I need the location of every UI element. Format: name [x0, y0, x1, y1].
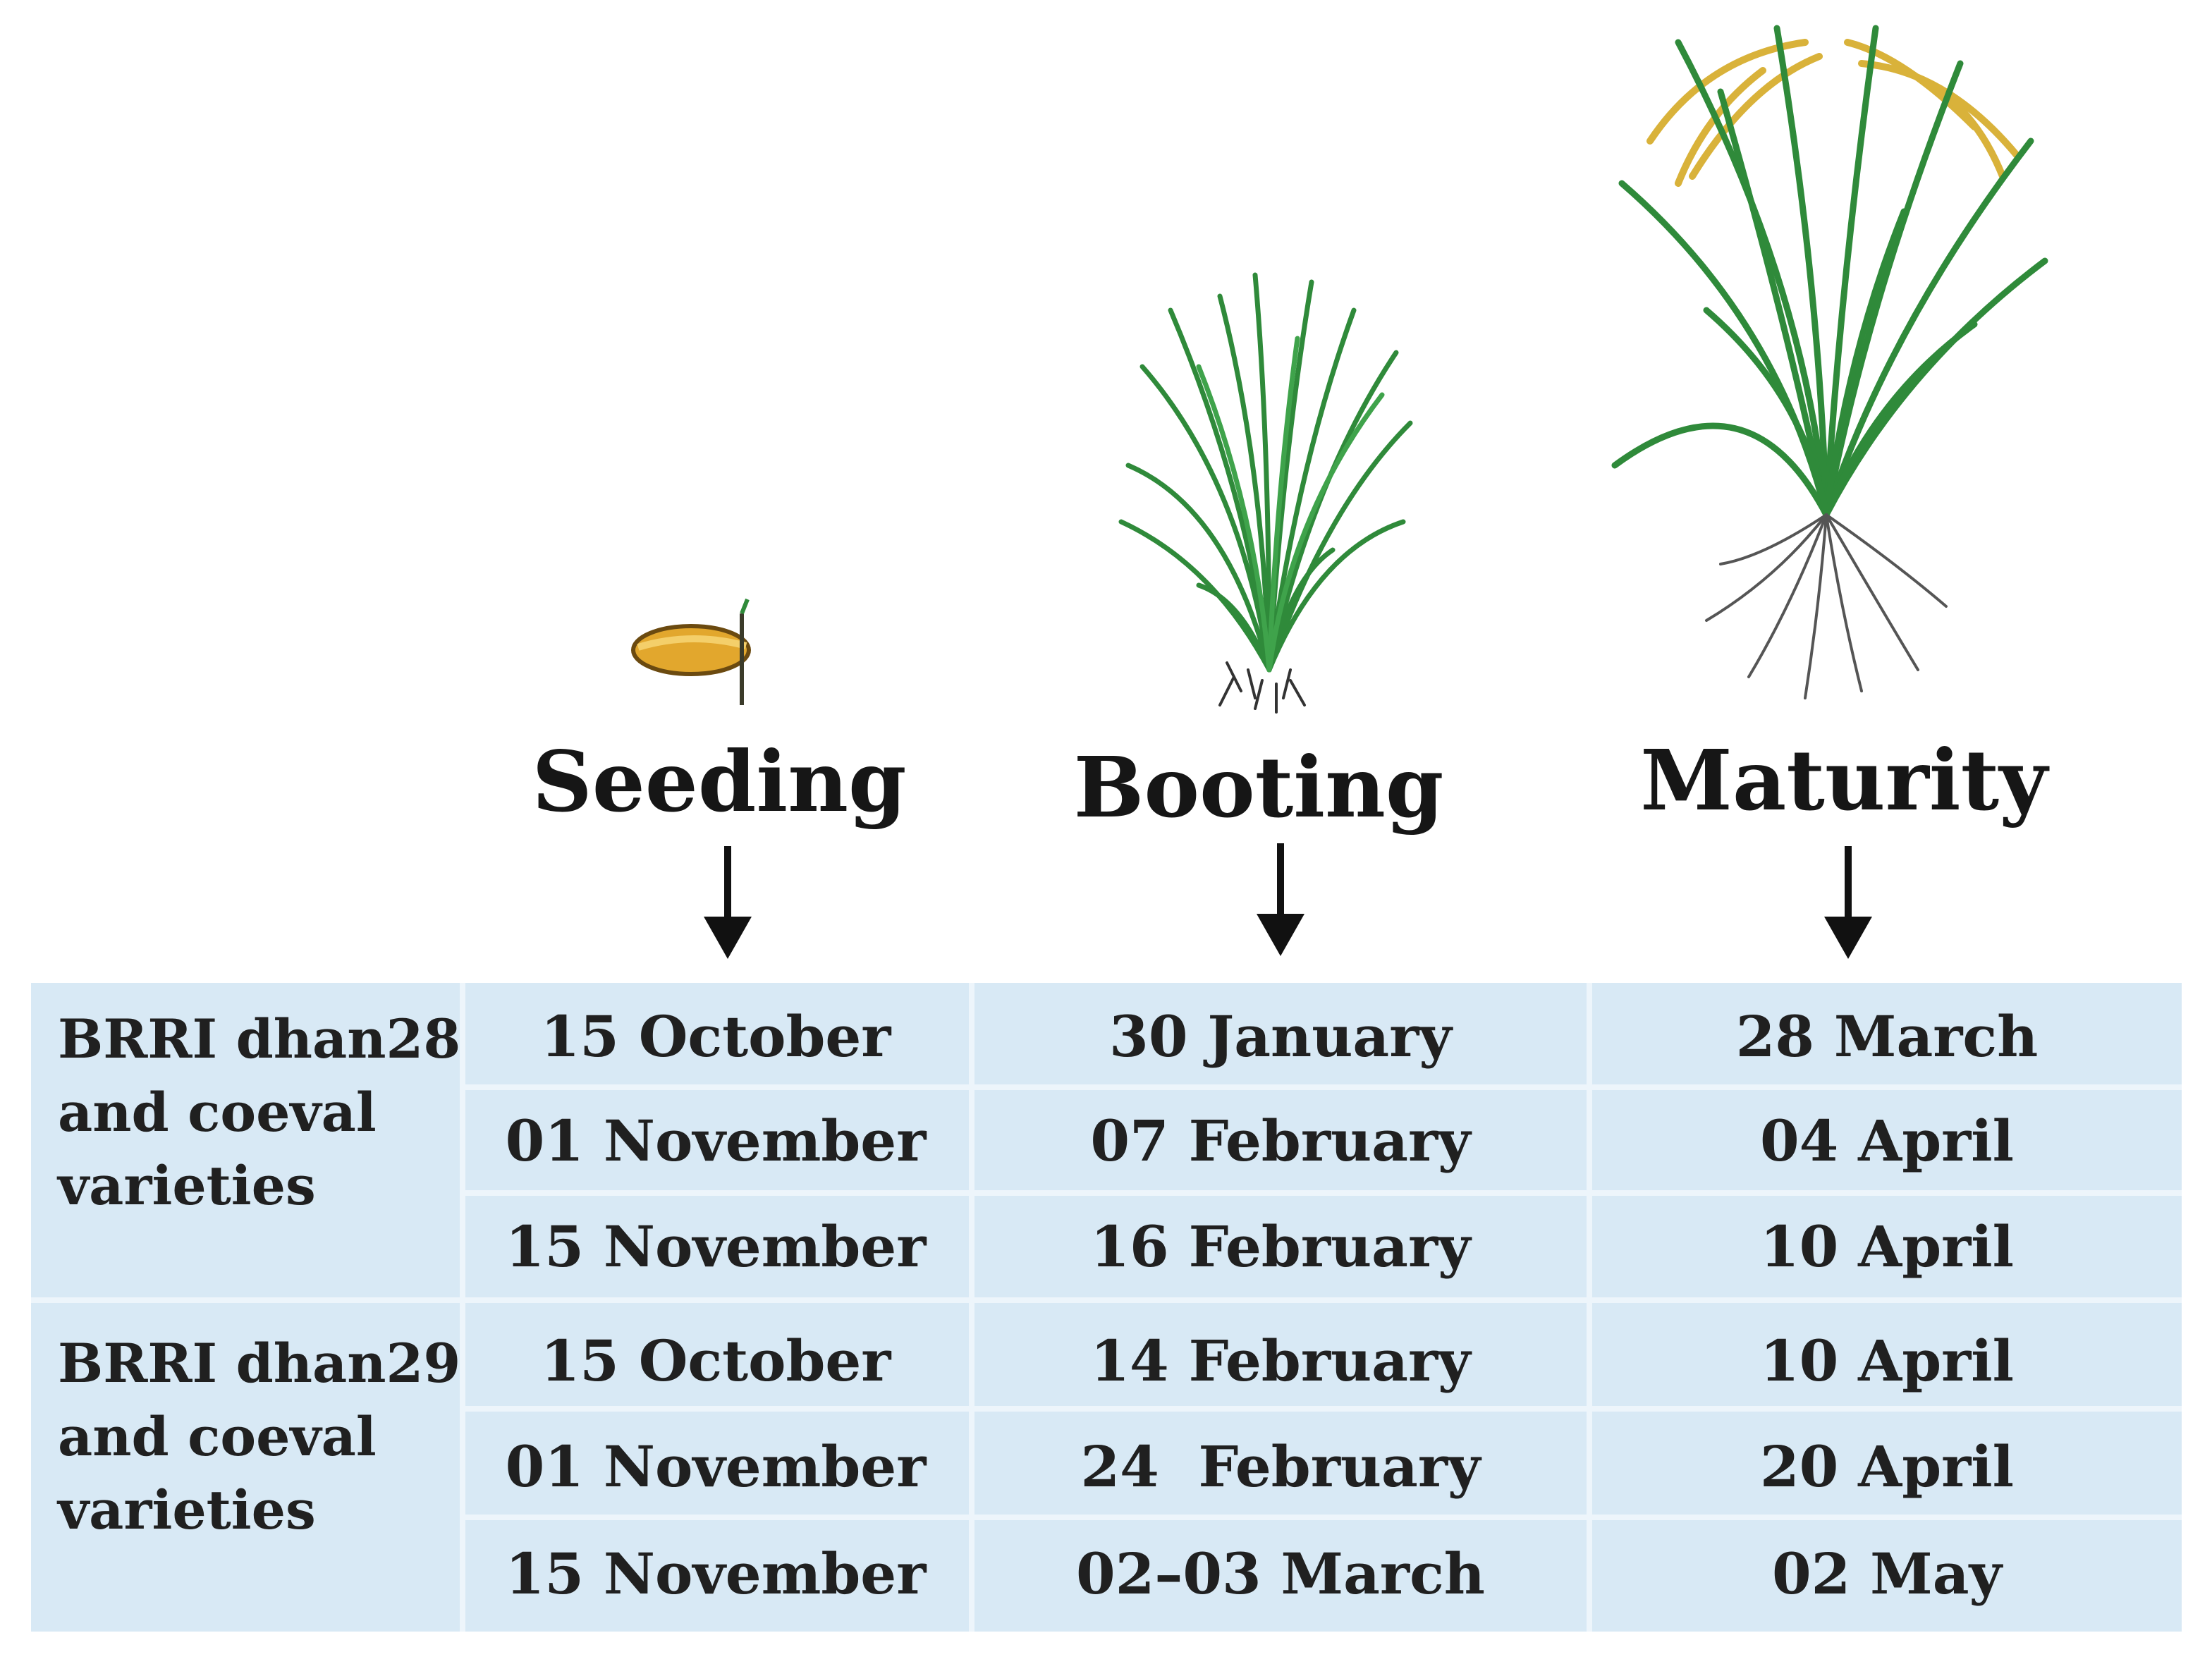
- row-divider: [463, 1084, 2182, 1090]
- booting-date-cell: 07 February: [1090, 1108, 1471, 1174]
- stage-label-maturity: Maturity: [1640, 731, 2048, 829]
- booting-date-cell: 14 February: [1090, 1328, 1471, 1394]
- seeding-date-cell: 15 November: [505, 1541, 927, 1607]
- seeding-date-cell: 01 November: [505, 1108, 927, 1174]
- row-divider: [463, 1190, 2182, 1196]
- maturity-date-cell: 28 March: [1735, 1003, 2039, 1070]
- seeding-date-cell: 15 November: [505, 1213, 927, 1280]
- stage-illustrations: [631, 25, 2048, 714]
- booting-date-cell: 24 February: [1080, 1433, 1481, 1500]
- group-label-line: varieties: [58, 1154, 316, 1217]
- arrow-down-icon: [1824, 846, 1872, 959]
- column-divider: [1587, 983, 1592, 1632]
- rice-plant-booting-icon: [1118, 272, 1413, 714]
- group-label-line: BRRI dhan28: [58, 1008, 461, 1070]
- group-label-dhan28: BRRI dhan28 and coeval varieties: [58, 1003, 474, 1223]
- booting-date-cell: 02–03 March: [1076, 1541, 1485, 1607]
- schedule-table: BRRI dhan28 and coeval varieties 15 Octo…: [31, 983, 2182, 1632]
- group-label-line: BRRI dhan29: [58, 1332, 461, 1395]
- group-label-dhan29: BRRI dhan29 and coeval varieties: [58, 1327, 474, 1547]
- row-divider: [463, 1406, 2182, 1412]
- row-divider: [463, 1515, 2182, 1520]
- group-label-line: and coeval: [58, 1405, 377, 1468]
- column-divider: [969, 983, 974, 1632]
- maturity-date-cell: 10 April: [1759, 1328, 2015, 1394]
- group-label-line: and coeval: [58, 1081, 377, 1144]
- rice-seed-icon: [631, 598, 751, 705]
- column-divider: [460, 983, 465, 1632]
- maturity-date-cell: 20 April: [1759, 1433, 2015, 1500]
- seeding-date-cell: 15 October: [540, 1003, 891, 1070]
- group-divider: [31, 1297, 2182, 1303]
- seeding-date-cell: 01 November: [505, 1433, 927, 1500]
- booting-date-cell: 30 January: [1109, 1003, 1452, 1070]
- seeding-date-cell: 15 October: [540, 1328, 891, 1394]
- rice-plant-mature-icon: [1611, 25, 2048, 699]
- group-label-line: varieties: [58, 1479, 316, 1541]
- maturity-date-cell: 10 April: [1759, 1213, 2015, 1280]
- booting-date-cell: 16 February: [1090, 1213, 1471, 1280]
- maturity-date-cell: 04 April: [1759, 1108, 2015, 1174]
- stage-label-seeding: Seeding: [532, 733, 907, 831]
- arrow-down-icon: [1257, 843, 1304, 956]
- arrow-down-icon: [704, 846, 752, 959]
- stage-label-booting: Booting: [1073, 738, 1444, 836]
- maturity-date-cell: 02 May: [1771, 1541, 2003, 1607]
